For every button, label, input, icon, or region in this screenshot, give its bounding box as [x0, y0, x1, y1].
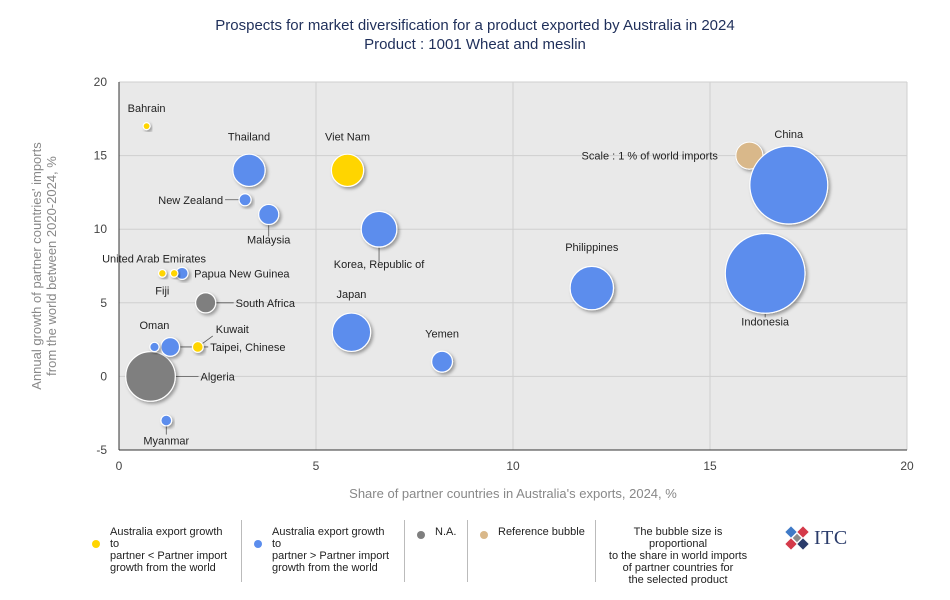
bubble-bahrain: [142, 122, 151, 131]
bubble-label-kuwait: Kuwait: [216, 324, 249, 336]
y-axis-title-line-1: Annual growth of partner countries' impo…: [29, 142, 44, 390]
legend-blue-line-2: partner > Partner import: [272, 550, 390, 562]
legend-yellow-line-3: growth from the world: [110, 562, 216, 574]
bubble-philippines: [569, 265, 615, 311]
chart-title: Prospects for market diversification for…: [0, 16, 950, 54]
bubble-label-oman: Oman: [139, 320, 169, 332]
legend: Australia export growth to partner < Par…: [80, 520, 760, 586]
legend-reference-label: Reference bubble: [498, 526, 585, 538]
legend-yellow-dot: [92, 540, 100, 548]
y-tick-label: 15: [94, 149, 108, 163]
chart-title-line-2: Product : 1001 Wheat and meslin: [364, 36, 586, 53]
legend-note-line-3: of partner countries for: [622, 562, 734, 574]
bubble-korea-republic-of: [360, 210, 398, 248]
y-tick-label: 0: [100, 369, 107, 383]
bubble-label-papua-new-guinea: Papua New Guinea: [194, 268, 290, 280]
bubble-papua-new-guinea: [169, 268, 179, 278]
y-tick-label: 20: [94, 75, 108, 89]
bubble-fiji: [157, 268, 167, 278]
legend-yellow-line-1: Australia export growth to: [110, 526, 223, 550]
bubble-label-south-africa: South Africa: [236, 298, 296, 310]
bubble-label-malaysia: Malaysia: [247, 234, 291, 246]
legend-note-line-1: The bubble size is proportional: [633, 526, 723, 550]
bubble-oman: [149, 341, 160, 353]
legend-item-na: N.A.: [405, 520, 468, 582]
bubble-indonesia: [724, 232, 806, 314]
bubble-thailand: [232, 153, 266, 188]
legend-gray-dot: [417, 531, 425, 539]
bubble-label-korea-republic-of: Korea, Republic of: [334, 259, 425, 271]
x-tick-label: 20: [900, 459, 914, 473]
legend-blue-line-1: Australia export growth to: [272, 526, 385, 550]
bubble-label-myanmar: Myanmar: [143, 436, 189, 448]
bubble-new-zealand: [238, 193, 252, 207]
bubble-label-viet-nam: Viet Nam: [325, 131, 370, 143]
bubble-labels: Scale : 1 % of world imports Bahrain Thail…: [102, 103, 804, 447]
legend-na-label: N.A.: [435, 526, 457, 538]
bubble-label-taipei-chinese: Taipei, Chinese: [210, 342, 285, 354]
itc-logo: ITC: [784, 525, 848, 551]
bubble-china: [749, 145, 829, 225]
bubble-south-africa: [195, 292, 217, 314]
bubble-myanmar: [160, 414, 173, 427]
bubble-label-united-arab-emirates: United Arab Emirates: [102, 253, 206, 265]
reference-bubble-label: Scale : 1 % of world imports: [582, 151, 719, 163]
bubble-label-thailand: Thailand: [228, 131, 270, 143]
bubble-label-new-zealand: New Zealand: [158, 195, 223, 207]
bubble-taipei-chinese: [160, 337, 181, 357]
bubble-label-philippines: Philippines: [565, 242, 619, 254]
itc-logo-icon: [785, 526, 809, 550]
legend-item-yellow: Australia export growth to partner < Par…: [80, 520, 242, 582]
bubbles: [125, 122, 829, 427]
bubble-viet-nam: [330, 153, 365, 188]
bubble-japan: [331, 312, 372, 353]
legend-reference-dot: [480, 531, 488, 539]
legend-blue-dot: [254, 540, 262, 548]
x-tick-label: 5: [313, 459, 320, 473]
bubble-label-fiji: Fiji: [155, 285, 169, 297]
y-axis-title-line-2: from the world between 2020-2024, %: [44, 156, 59, 376]
bubble-algeria: [125, 351, 176, 402]
bubble-label-indonesia: Indonesia: [741, 316, 790, 328]
bubble-yemen: [431, 350, 454, 373]
gridlines: [118, 81, 908, 451]
legend-yellow-line-2: partner < Partner import: [110, 550, 228, 562]
bubble-malaysia: [258, 203, 280, 226]
bubble-label-japan: Japan: [336, 289, 366, 301]
chart-title-line-1: Prospects for market diversification for…: [215, 17, 735, 34]
legend-note-line-2: to the share in world imports: [608, 550, 748, 562]
bubble-label-china: China: [774, 129, 804, 141]
x-tick-label: 15: [703, 459, 717, 473]
axis-ticks: 0 5 10 15 20 -5 0 5 10 15 20: [94, 75, 914, 473]
x-tick-label: 0: [116, 459, 123, 473]
x-tick-label: 10: [506, 459, 520, 473]
y-tick-label: 10: [94, 222, 108, 236]
bubble-label-yemen: Yemen: [425, 329, 459, 341]
legend-item-reference: Reference bubble: [468, 520, 596, 582]
bubble-label-algeria: Algeria: [201, 371, 236, 383]
bubble-label-bahrain: Bahrain: [128, 103, 166, 115]
legend-size-note: The bubble size is proportional to the s…: [596, 520, 760, 586]
bubble-kuwait: [191, 340, 204, 353]
itc-logo-text: ITC: [814, 526, 848, 549]
y-tick-label: -5: [96, 443, 107, 457]
legend-item-blue: Australia export growth to partner > Par…: [242, 520, 405, 582]
legend-blue-line-3: growth from the world: [272, 562, 378, 574]
legend-note-line-4: the selected product: [628, 574, 728, 586]
y-tick-label: 5: [100, 296, 107, 310]
x-axis-title: Share of partner countries in Australia'…: [349, 486, 677, 501]
